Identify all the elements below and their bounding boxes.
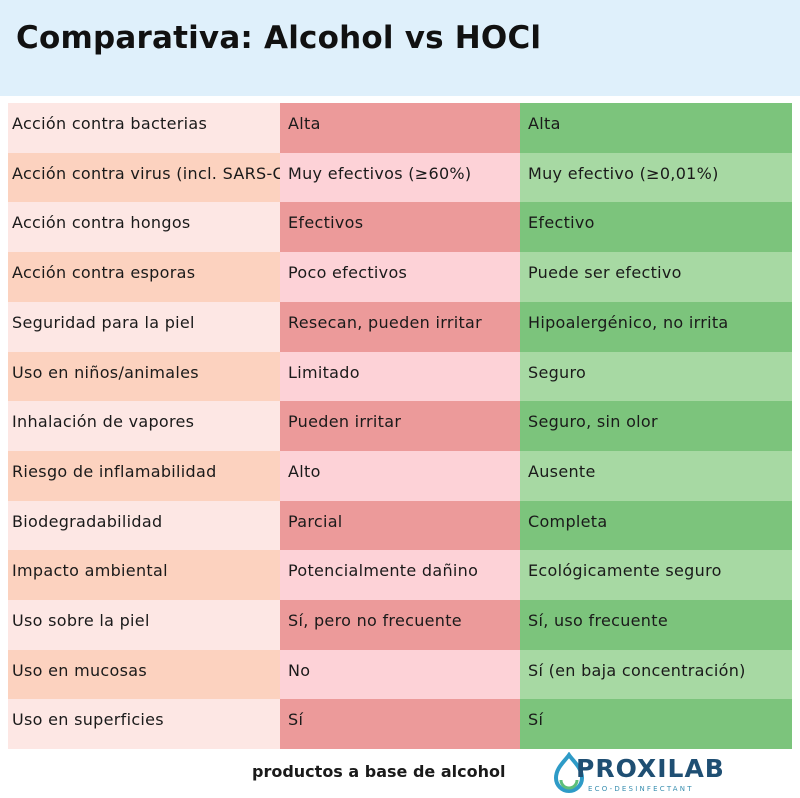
feature-cell: Riesgo de inflamabilidad [8,451,280,501]
hocl-cell: Ecológicamente seguro [520,550,792,600]
table-row: Uso sobre la piel Sí, pero no frecuente Sí… [8,600,792,650]
table-row: Acción contra esporas Poco efectivos Puede… [8,252,792,302]
hocl-cell: Seguro [520,352,792,402]
feature-cell: Biodegradabilidad [8,501,280,551]
alcohol-cell: Alta [280,103,520,153]
table-row: Biodegradabilidad Parcial Completa [8,501,792,551]
feature-cell: Acción contra virus (incl. SARS-CoV-2) [8,153,280,203]
hocl-cell: Hipoalergénico, no irrita [520,302,792,352]
table-row: Uso en superficies Sí Sí [8,699,792,749]
table-row: Acción contra virus (incl. SARS-CoV-2)Mu… [8,153,792,203]
alcohol-cell: Potencialmente dañino [280,550,520,600]
alcohol-cell: Muy efectivos (≥60%) [280,153,520,203]
feature-cell: Acción contra esporas [8,252,280,302]
feature-cell: Acción contra bacterias [8,103,280,153]
feature-cell: Seguridad para la piel [8,302,280,352]
alcohol-cell: Sí [280,699,520,749]
feature-cell: Inhalación de vapores [8,401,280,451]
table-row: Seguridad para la piel Resecan, pueden ir… [8,302,792,352]
alcohol-cell: Limitado [280,352,520,402]
hocl-cell: Puede ser efectivo [520,252,792,302]
feature-cell: Uso sobre la piel [8,600,280,650]
table-row: Uso en mucosas No Sí (en baja concentració… [8,650,792,700]
hocl-cell: Completa [520,501,792,551]
table-row: Inhalación de vapores Pueden irritar Segur… [8,401,792,451]
hocl-cell: Sí [520,699,792,749]
feature-cell: Impacto ambiental [8,550,280,600]
logo-tagline: ECO-DESINFECTANT [588,785,694,793]
feature-cell: Uso en mucosas [8,650,280,700]
proxilab-logo: PROXILAB ECO-DESINFECTANT [552,752,725,798]
feature-cell: Uso en superficies [8,699,280,749]
alcohol-cell: Sí, pero no frecuente [280,600,520,650]
alcohol-cell: Resecan, pueden irritar [280,302,520,352]
table-row: Acción contra hongos Efectivos Efectivo [8,202,792,252]
hocl-cell: Seguro, sin olor [520,401,792,451]
header-banner: Comparativa: Alcohol vs HOCl [0,0,800,96]
drop-logo-icon [553,752,585,793]
alcohol-cell: No [280,650,520,700]
hocl-cell: Efectivo [520,202,792,252]
feature-cell: Acción contra hongos [8,202,280,252]
hocl-cell: Alta [520,103,792,153]
logo-wordmark: PROXILAB [576,754,725,783]
table-row: Acción contra bacterias Alta Alta [8,103,792,153]
hocl-cell: Muy efectivo (≥0,01%) [520,153,792,203]
alcohol-cell: Efectivos [280,202,520,252]
footer-caption: productos a base de alcohol [252,762,506,781]
hocl-cell: Sí, uso frecuente [520,600,792,650]
table-row: Riesgo de inflamabilidad Alto Ausente [8,451,792,501]
hocl-cell: Sí (en baja concentración) [520,650,792,700]
alcohol-cell: Alto [280,451,520,501]
alcohol-cell: Poco efectivos [280,252,520,302]
alcohol-cell: Parcial [280,501,520,551]
feature-cell: Uso en niños/animales [8,352,280,402]
page-title: Comparativa: Alcohol vs HOCl [16,20,542,56]
comparison-table: Acción contra bacterias Alta Alta Acción co… [8,103,792,749]
alcohol-cell: Pueden irritar [280,401,520,451]
hocl-cell: Ausente [520,451,792,501]
table-row: Uso en niños/animales Limitado Seguro [8,352,792,402]
table-row: Impacto ambiental Potencialmente dañino Ec… [8,550,792,600]
